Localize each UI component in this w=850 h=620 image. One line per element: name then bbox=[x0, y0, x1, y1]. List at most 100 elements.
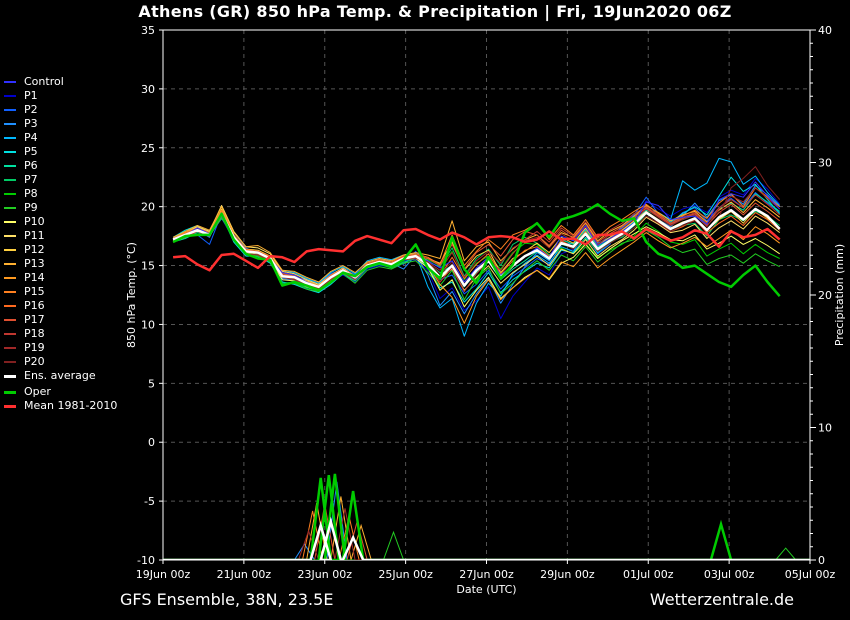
y-tick-label: 15 bbox=[141, 260, 155, 273]
y-tick-label: 30 bbox=[141, 83, 155, 96]
legend-swatch bbox=[4, 151, 16, 153]
x-tick-label: 23Jun 00z bbox=[298, 568, 353, 581]
legend-item-p8: P8 bbox=[4, 187, 117, 201]
legend-item-p2: P2 bbox=[4, 103, 117, 117]
y-tick-label: 0 bbox=[148, 436, 155, 449]
legend-swatch bbox=[4, 404, 16, 408]
legend-swatch bbox=[4, 179, 16, 181]
precip-line-ens-average bbox=[163, 516, 810, 560]
legend-item-p6: P6 bbox=[4, 159, 117, 173]
legend-item-p4: P4 bbox=[4, 131, 117, 145]
legend: Control P1 P2 P3 P4 P5 P6 P7 P8 P9 P10 P11 P12 P13 P14… bbox=[4, 75, 117, 413]
y2-tick-label: 40 bbox=[818, 24, 832, 37]
legend-swatch bbox=[4, 235, 16, 237]
legend-item-p14: P14 bbox=[4, 271, 117, 285]
legend-item-p15: P15 bbox=[4, 285, 117, 299]
x-tick-label: 25Jun 00z bbox=[378, 568, 433, 581]
series-line-p11 bbox=[172, 205, 781, 291]
series-line-mean-1981-2010 bbox=[172, 227, 781, 272]
legend-item-p10: P10 bbox=[4, 215, 117, 229]
legend-label: Oper bbox=[24, 385, 51, 398]
legend-label: P7 bbox=[24, 173, 38, 186]
x-tick-label: 27Jun 00z bbox=[459, 568, 514, 581]
legend-swatch bbox=[4, 263, 16, 265]
precip-member-line bbox=[163, 510, 810, 560]
y-tick-label: 5 bbox=[148, 377, 155, 390]
x-axis-label: Date (UTC) bbox=[456, 583, 516, 596]
x-tick-label: 29Jun 00z bbox=[540, 568, 595, 581]
legend-label: P8 bbox=[24, 187, 38, 200]
legend-item-p7: P7 bbox=[4, 173, 117, 187]
legend-item-p3: P3 bbox=[4, 117, 117, 131]
legend-item-p12: P12 bbox=[4, 243, 117, 257]
legend-swatch bbox=[4, 277, 16, 279]
legend-label: P16 bbox=[24, 299, 45, 312]
legend-swatch bbox=[4, 374, 16, 378]
precipitation bbox=[163, 473, 810, 560]
chart-title: Athens (GR) 850 hPa Temp. & Precipitatio… bbox=[138, 2, 732, 21]
legend-swatch bbox=[4, 390, 16, 394]
legend-label: P15 bbox=[24, 285, 45, 298]
legend-swatch bbox=[4, 291, 16, 293]
y2-tick-label: 30 bbox=[818, 157, 832, 170]
y-tick-label: 25 bbox=[141, 142, 155, 155]
series-line-p3 bbox=[172, 185, 781, 315]
legend-swatch bbox=[4, 109, 16, 111]
legend-item-p18: P18 bbox=[4, 327, 117, 341]
legend-item-p17: P17 bbox=[4, 313, 117, 327]
x-tick-label: 19Jun 00z bbox=[136, 568, 191, 581]
series-line-oper bbox=[172, 203, 781, 298]
legend-swatch bbox=[4, 207, 16, 209]
legend-swatch bbox=[4, 333, 16, 335]
legend-item-p13: P13 bbox=[4, 257, 117, 271]
series-line-ens-average bbox=[172, 207, 781, 289]
y-tick-label: -10 bbox=[137, 554, 155, 567]
legend-label: P1 bbox=[24, 89, 38, 102]
legend-swatch bbox=[4, 319, 16, 321]
y2-axis-label: Precipitation (mm) bbox=[833, 244, 846, 346]
legend-item-oper: Oper bbox=[4, 385, 117, 399]
x-tick-label: 05Jul 00z bbox=[785, 568, 836, 581]
legend-swatch bbox=[4, 137, 16, 139]
grid bbox=[162, 29, 811, 561]
legend-swatch bbox=[4, 95, 16, 97]
legend-item-p19: P19 bbox=[4, 341, 117, 355]
legend-label: P14 bbox=[24, 271, 45, 284]
y2-tick-label: 0 bbox=[818, 554, 825, 567]
legend-item-control: Control bbox=[4, 75, 117, 89]
precip-member-line bbox=[163, 530, 810, 560]
legend-item-p1: P1 bbox=[4, 89, 117, 103]
legend-label: P13 bbox=[24, 257, 45, 270]
precip-member-line bbox=[163, 508, 810, 560]
legend-item-ens-average: Ens. average bbox=[4, 369, 117, 383]
site-credit: Wetterzentrale.de bbox=[649, 590, 794, 609]
legend-swatch bbox=[4, 165, 16, 167]
legend-label: Mean 1981-2010 bbox=[24, 399, 118, 412]
legend-swatch bbox=[4, 193, 16, 195]
y2-tick-label: 10 bbox=[818, 422, 832, 435]
y-tick-label: -5 bbox=[144, 495, 155, 508]
legend-label: P19 bbox=[24, 341, 45, 354]
legend-item-p20: P20 bbox=[4, 355, 117, 369]
legend-label: P11 bbox=[24, 229, 45, 242]
x-tick-label: 01Jul 00z bbox=[623, 568, 674, 581]
series-line-p13 bbox=[172, 199, 781, 283]
legend-label: P12 bbox=[24, 243, 45, 256]
x-tick-label: 03Jul 00z bbox=[704, 568, 755, 581]
temperature-lines bbox=[172, 157, 781, 337]
legend-swatch bbox=[4, 249, 16, 251]
x-tick-label: 21Jun 00z bbox=[217, 568, 272, 581]
legend-item-mean-1981-2010: Mean 1981-2010 bbox=[4, 399, 117, 413]
legend-label: P2 bbox=[24, 103, 38, 116]
legend-swatch bbox=[4, 221, 16, 223]
legend-item-p9: P9 bbox=[4, 201, 117, 215]
precip-member-line bbox=[163, 504, 810, 560]
legend-swatch bbox=[4, 361, 16, 363]
y-tick-label: 35 bbox=[141, 24, 155, 37]
legend-label: P10 bbox=[24, 215, 45, 228]
legend-label: Control bbox=[24, 75, 64, 88]
legend-label: P17 bbox=[24, 313, 45, 326]
y-tick-label: 20 bbox=[141, 201, 155, 214]
legend-item-p11: P11 bbox=[4, 229, 117, 243]
